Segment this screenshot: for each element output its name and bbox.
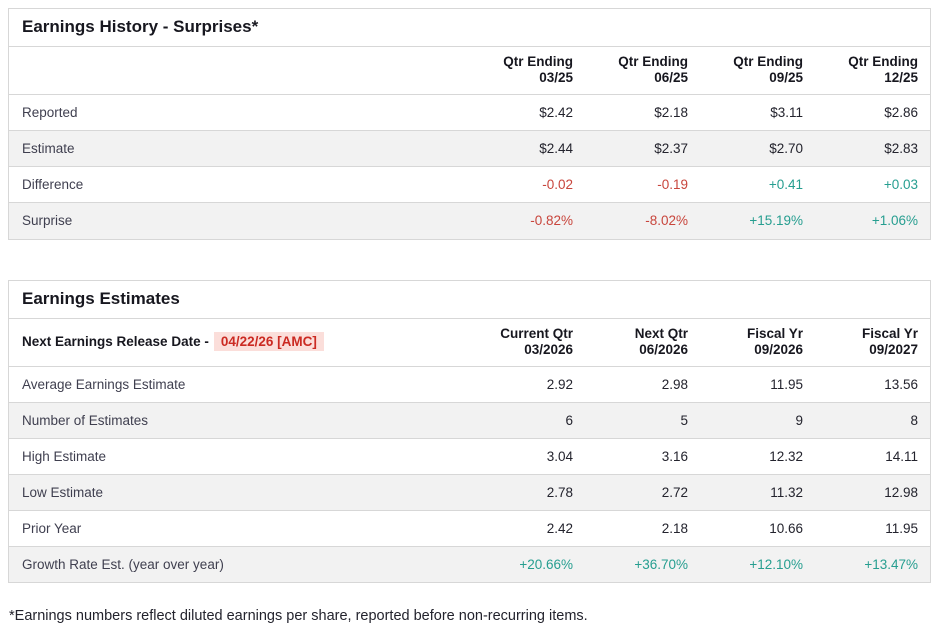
column-header-line: Current Qtr [500, 325, 573, 341]
column-header-fiscal-yr-2027: Fiscal Yr 09/2027 [815, 319, 930, 367]
table-row: High Estimate 3.04 3.16 12.32 14.11 [9, 438, 930, 474]
cell-value: $2.18 [654, 105, 688, 120]
cell-value: 2.42 [546, 520, 573, 536]
column-header-line: Qtr Ending [503, 54, 573, 69]
earnings-history-header-row: Qtr Ending 03/25 Qtr Ending 06/25 Qtr En… [9, 47, 930, 95]
column-header-line: Qtr Ending [618, 54, 688, 69]
cell-value: 8 [910, 412, 918, 428]
cell-value: 2.92 [546, 376, 573, 392]
earnings-estimates-header-row: Next Earnings Release Date -04/22/26 [AM… [9, 319, 930, 367]
next-earnings-release: Next Earnings Release Date -04/22/26 [AM… [9, 319, 470, 367]
column-header-line: Qtr Ending [848, 54, 918, 69]
cell-value: +0.03 [883, 177, 918, 192]
row-label: High Estimate [22, 448, 107, 464]
row-label: Estimate [22, 141, 75, 156]
cell-value: +12.10% [749, 556, 803, 572]
earnings-history-body: Reported $2.42 $2.18 $3.11 $2.86 Estimate $2.4… [9, 95, 930, 239]
cell-value: 12.98 [884, 484, 918, 500]
cell-value: 11.95 [885, 520, 918, 536]
cell-value: 11.95 [770, 376, 803, 392]
column-header-line: 06/2026 [639, 341, 688, 357]
cell-value: 2.98 [661, 376, 688, 392]
column-header-qtr-0325: Qtr Ending 03/25 [470, 47, 585, 95]
empty-header-cell [9, 47, 470, 95]
column-header-current-qtr: Current Qtr 03/2026 [470, 319, 585, 367]
cell-value: $2.37 [654, 141, 688, 156]
row-label: Low Estimate [22, 484, 104, 500]
table-row: Average Earnings Estimate 2.92 2.98 11.95 13… [9, 366, 930, 402]
cell-value: +1.06% [871, 213, 918, 229]
cell-value: $2.83 [884, 141, 918, 156]
cell-value: 12.32 [769, 448, 803, 464]
column-header-fiscal-yr-2026: Fiscal Yr 09/2026 [700, 319, 815, 367]
row-label: Difference [22, 177, 84, 192]
cell-value: 3.04 [546, 448, 573, 464]
cell-value: +13.47% [864, 556, 918, 572]
cell-value: 2.72 [661, 484, 688, 500]
cell-value: -0.02 [542, 177, 573, 192]
cell-value: 9 [795, 412, 803, 428]
cell-value: $2.70 [769, 141, 803, 156]
cell-value: 14.11 [885, 448, 918, 464]
cell-value: 2.78 [546, 484, 573, 500]
cell-value: +20.66% [519, 556, 573, 572]
release-date-label: Next Earnings Release Date - [22, 333, 209, 349]
row-label: Number of Estimates [22, 412, 149, 428]
column-header-line: 09/2027 [869, 341, 918, 357]
column-header-line: 09/2026 [754, 341, 803, 357]
cell-value: 11.32 [770, 484, 803, 500]
cell-value: -0.19 [657, 177, 688, 192]
cell-value: 10.66 [769, 520, 803, 536]
release-date-value: 04/22/26 [AMC] [213, 331, 324, 351]
cell-value: 2.18 [661, 520, 688, 536]
column-header-line: Fiscal Yr [746, 325, 803, 341]
column-header-line: Qtr Ending [733, 54, 803, 69]
earnings-footnote: *Earnings numbers reflect diluted earnin… [9, 608, 588, 624]
column-header-line: Next Qtr [634, 325, 688, 341]
column-header-line: 03/2026 [524, 341, 573, 357]
cell-value: 3.16 [661, 448, 688, 464]
earnings-estimates-title: Earnings Estimates [9, 281, 930, 319]
table-row: Difference -0.02 -0.19 +0.41 +0.03 [9, 167, 930, 203]
earnings-estimates-body: Average Earnings Estimate 2.92 2.98 11.95 13… [9, 366, 930, 582]
cell-value: $2.86 [884, 105, 918, 120]
earnings-history-table: Qtr Ending 03/25 Qtr Ending 06/25 Qtr En… [9, 47, 930, 239]
cell-value: +15.19% [749, 213, 803, 229]
row-label: Surprise [22, 213, 73, 229]
cell-value: $2.42 [539, 105, 573, 120]
column-header-line: 12/25 [884, 70, 918, 85]
cell-value: 5 [680, 412, 688, 428]
table-row: Reported $2.42 $2.18 $3.11 $2.86 [9, 95, 930, 131]
table-row: Estimate $2.44 $2.37 $2.70 $2.83 [9, 130, 930, 167]
column-header-next-qtr: Next Qtr 06/2026 [585, 319, 700, 367]
column-header-qtr-1225: Qtr Ending 12/25 [815, 47, 930, 95]
row-label: Average Earnings Estimate [22, 376, 186, 392]
row-label: Reported [22, 105, 78, 120]
cell-value: 6 [565, 412, 573, 428]
table-row: Prior Year 2.42 2.18 10.66 11.95 [9, 510, 930, 546]
cell-value: $3.11 [770, 105, 803, 120]
cell-value: -8.02% [645, 213, 688, 229]
earnings-history-card: Earnings History - Surprises* Qtr Ending… [8, 8, 931, 240]
earnings-estimates-table: Next Earnings Release Date -04/22/26 [AM… [9, 319, 930, 582]
column-header-line: Fiscal Yr [861, 325, 918, 341]
earnings-history-title: Earnings History - Surprises* [9, 9, 930, 47]
cell-value: $2.44 [539, 141, 573, 156]
table-row: Number of Estimates 6 5 9 8 [9, 402, 930, 438]
earnings-estimates-card: Earnings Estimates Next Earnings Release… [8, 279, 931, 583]
column-header-line: 03/25 [539, 70, 573, 85]
row-label: Growth Rate Est. (year over year) [22, 556, 224, 572]
column-header-qtr-0925: Qtr Ending 09/25 [700, 47, 815, 95]
cell-value: +0.41 [768, 177, 803, 192]
cell-value: 13.56 [884, 376, 918, 392]
table-row: Low Estimate 2.78 2.72 11.32 12.98 [9, 474, 930, 510]
column-header-line: 09/25 [769, 70, 803, 85]
table-row: Surprise -0.82% -8.02% +15.19% +1.06% [9, 202, 930, 239]
column-header-line: 06/25 [654, 70, 688, 85]
table-row: Growth Rate Est. (year over year) +20.66%… [9, 546, 930, 582]
row-label: Prior Year [22, 520, 82, 536]
cell-value: -0.82% [530, 213, 573, 229]
column-header-qtr-0625: Qtr Ending 06/25 [585, 47, 700, 95]
cell-value: +36.70% [634, 556, 688, 572]
